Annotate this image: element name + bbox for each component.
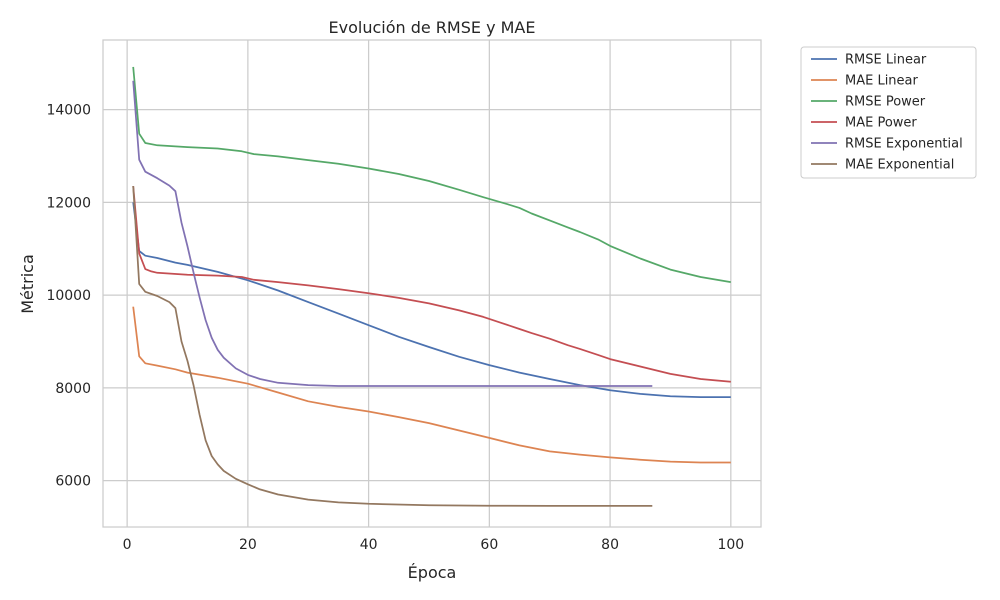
series-line-rmse-exponential [132, 80, 653, 387]
legend-label-mae-linear: MAE Linear [845, 74, 919, 89]
x-axis-title: Época [408, 563, 457, 582]
legend-label-mae-power: MAE Power [845, 116, 917, 131]
chart-title: Evolución de RMSE y MAE [329, 18, 536, 37]
series-line-mae-linear [132, 306, 731, 464]
series-line-mae-power [132, 186, 731, 383]
y-tick-label: 10000 [46, 288, 91, 304]
series-line-rmse-power [132, 66, 731, 283]
y-tick-labels: 6000 8000 10000 12000 14000 [46, 103, 91, 490]
x-tick-label: 0 [123, 537, 132, 553]
y-tick-label: 8000 [55, 381, 91, 397]
y-tick-label: 6000 [55, 474, 91, 490]
x-tick-label: 100 [717, 537, 744, 553]
plot-frame [102, 39, 762, 528]
x-tick-label: 80 [601, 537, 619, 553]
legend-label-rmse-linear: RMSE Linear [845, 53, 927, 68]
legend-label-rmse-power: RMSE Power [845, 95, 926, 110]
legend-label-rmse-exponential: RMSE Exponential [845, 137, 963, 152]
y-tick-label: 12000 [46, 195, 91, 211]
grid [103, 40, 761, 527]
series-layer [132, 66, 731, 507]
legend-label-mae-exponential: MAE Exponential [845, 158, 954, 173]
y-axis-title: Métrica [18, 254, 37, 314]
series-line-mae-exponential [132, 186, 653, 507]
x-tick-label: 20 [239, 537, 257, 553]
legend-frame [800, 46, 977, 179]
legend: RMSE Linear MAE Linear RMSE Power MAE Power… [800, 46, 977, 179]
x-tick-label: 40 [360, 537, 378, 553]
x-tick-label: 60 [480, 537, 498, 553]
x-tick-labels: 0 20 40 60 80 100 [123, 537, 744, 553]
plot-area [103, 40, 761, 527]
series-line-rmse-linear [132, 202, 731, 398]
y-tick-label: 14000 [46, 103, 91, 119]
